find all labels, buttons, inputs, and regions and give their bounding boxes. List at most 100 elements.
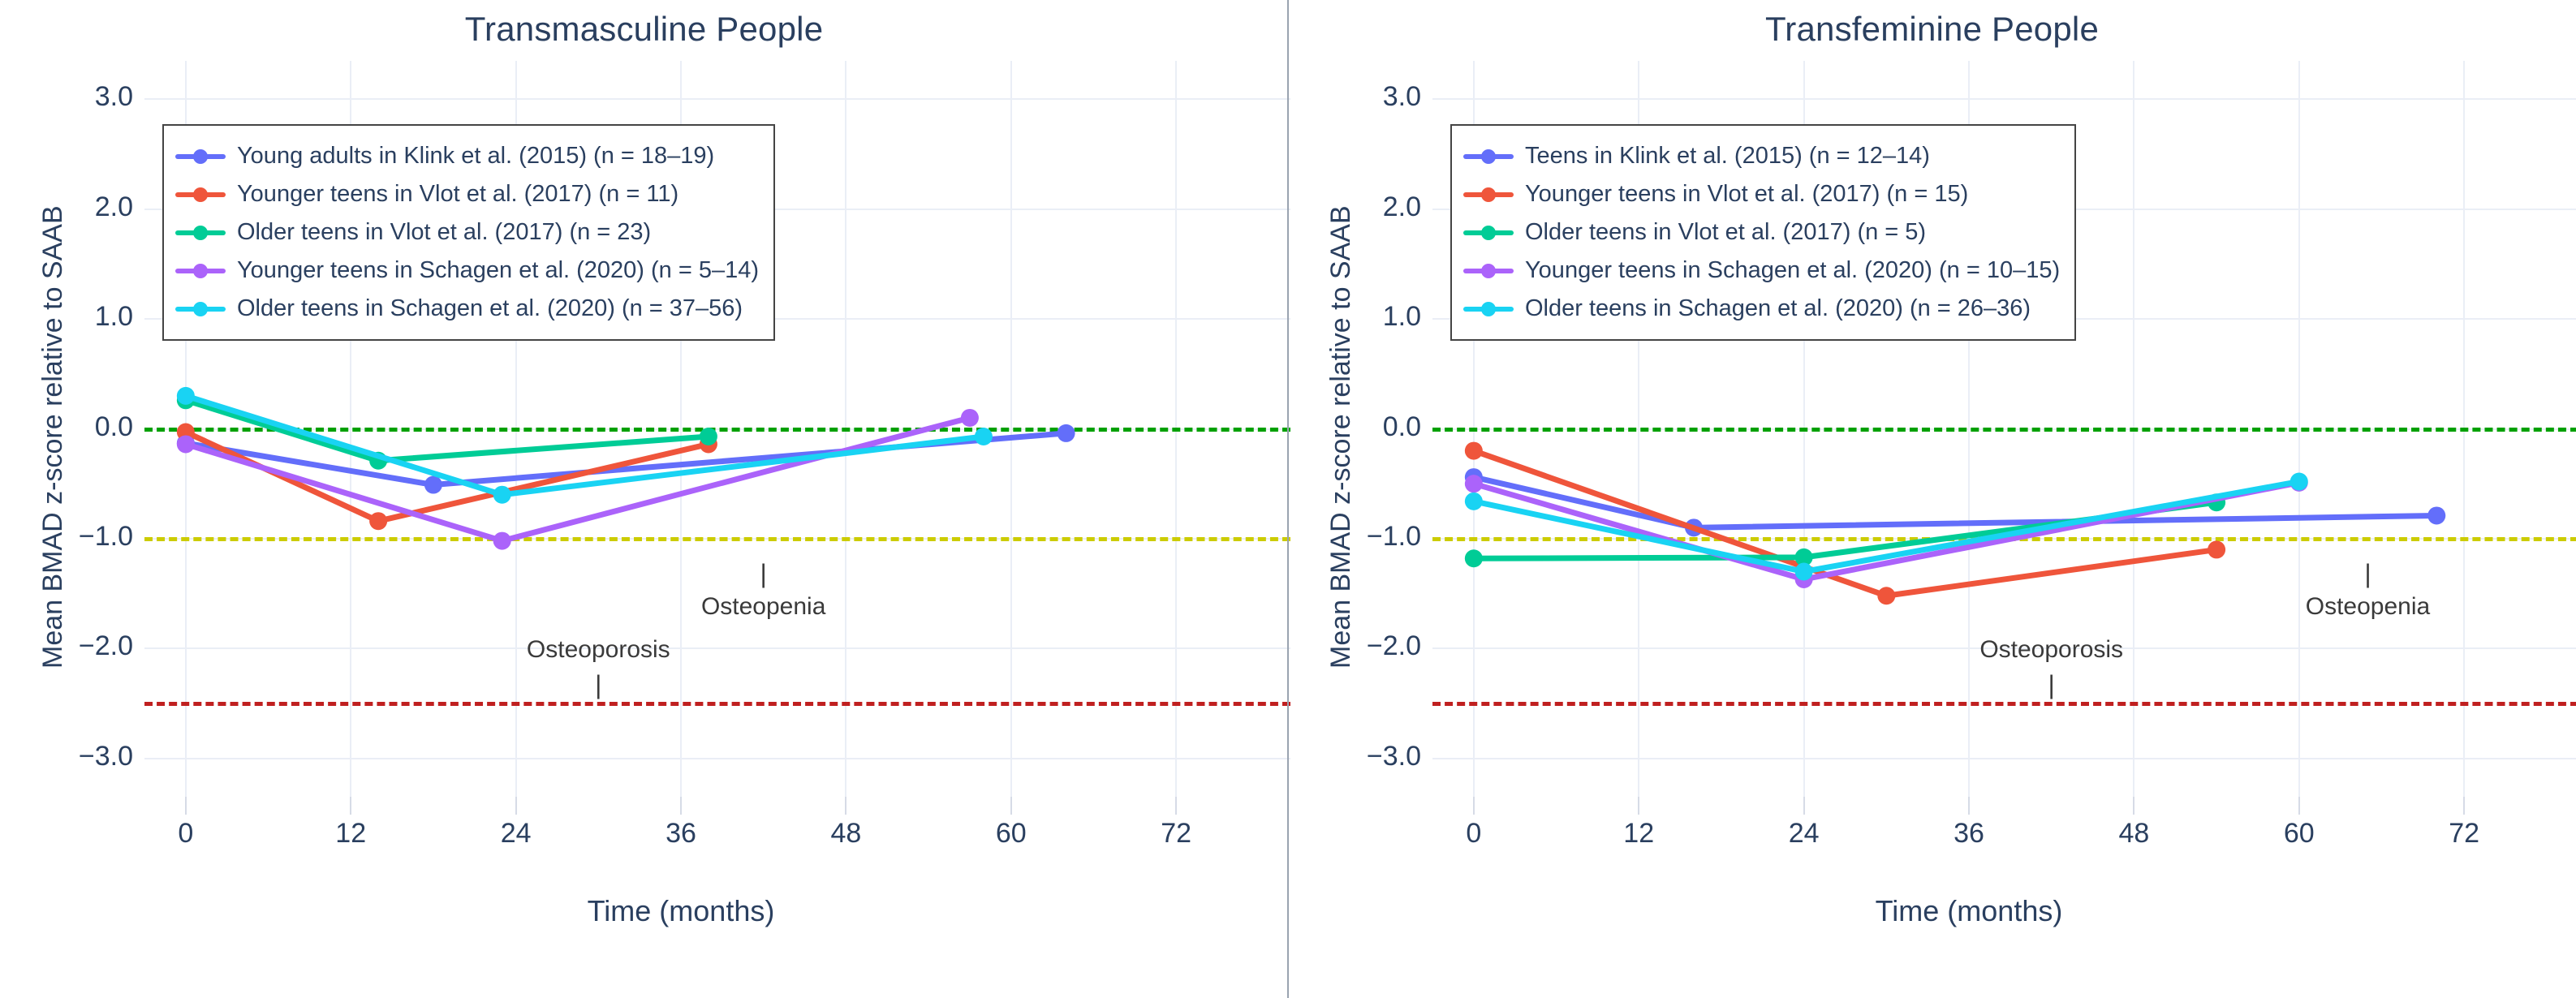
data-point[interactable] — [960, 408, 979, 427]
series-line[interactable] — [1464, 472, 2308, 581]
x-tickmark — [1175, 797, 1178, 815]
data-point[interactable] — [1464, 549, 1483, 568]
x-tick-label: 0 — [1466, 818, 1482, 849]
legend-swatch-icon — [1463, 261, 1514, 281]
chart-legend: Young adults in Klink et al. (2015) (n =… — [162, 124, 776, 341]
legend-item-label: Teens in Klink et al. (2015) (n = 12–14) — [1525, 143, 1930, 169]
x-tick-label: 72 — [2449, 818, 2480, 849]
legend-item-label: Older teens in Vlot et al. (2017) (n = 2… — [237, 219, 652, 245]
panel-divider — [1287, 0, 1289, 998]
y-tick-label: −2.0 — [1366, 630, 1421, 662]
legend-item-label: Younger teens in Schagen et al. (2020) (… — [237, 257, 760, 283]
x-tickmark — [845, 797, 847, 815]
data-point[interactable] — [1464, 492, 1483, 510]
x-tick-label: 48 — [2118, 818, 2150, 849]
x-tick-label: 72 — [1161, 818, 1192, 849]
y-tick-label: 3.0 — [1382, 81, 1421, 113]
data-point[interactable] — [1794, 548, 1813, 566]
data-point[interactable] — [2290, 472, 2308, 491]
data-point[interactable] — [176, 435, 195, 454]
legend-item[interactable]: Older teens in Schagen et al. (2020) (n … — [1463, 290, 2060, 328]
series-line[interactable] — [1464, 493, 2226, 568]
data-point[interactable] — [699, 427, 717, 445]
panel-title: Transfeminine People — [1765, 10, 2099, 48]
y-tick-label: 0.0 — [94, 411, 133, 442]
y-tick-label: 1.0 — [1382, 301, 1421, 333]
x-tick-label: 60 — [2283, 818, 2315, 849]
y-gridline — [144, 647, 1290, 650]
panel-transfeminine: Transfeminine People 3.0 2.0 1.0 0.0 −1.0 −2.… — [1288, 0, 2576, 998]
x-tickmark — [184, 797, 187, 815]
legend-item-label: Older teens in Schagen et al. (2020) (n … — [1525, 295, 2031, 321]
legend-swatch-icon — [1463, 223, 1514, 243]
legend-swatch-icon — [175, 261, 226, 281]
annotation-pointer: | — [2048, 670, 2055, 699]
reference-line — [144, 536, 1290, 541]
data-point[interactable] — [1464, 475, 1483, 493]
legend-item[interactable]: Younger teens in Vlot et al. (2017) (n =… — [1463, 175, 2060, 213]
data-point[interactable] — [424, 475, 442, 494]
series-line[interactable] — [1464, 441, 2226, 605]
y-tick-label: 2.0 — [1382, 191, 1421, 222]
y-tick-label: 2.0 — [94, 191, 133, 222]
data-point[interactable] — [2427, 506, 2446, 525]
x-tick-label: 48 — [830, 818, 862, 849]
x-tickmark — [1968, 797, 1970, 815]
x-tick-label: 24 — [500, 818, 532, 849]
x-tickmark — [2463, 797, 2466, 815]
legend-swatch-icon — [175, 147, 226, 166]
data-point[interactable] — [1794, 562, 1813, 581]
x-tickmark — [2298, 797, 2300, 815]
annotation-pointer: | — [2364, 558, 2371, 588]
legend-item-label: Older teens in Schagen et al. (2020) (n … — [237, 295, 743, 321]
data-point[interactable] — [369, 512, 388, 531]
series-line[interactable] — [176, 386, 993, 504]
legend-item[interactable]: Young adults in Klink et al. (2015) (n =… — [175, 137, 759, 175]
panel-title: Transmasculine People — [464, 10, 824, 48]
reference-line — [144, 701, 1290, 706]
y-gridline — [144, 757, 1290, 759]
legend-item[interactable]: Younger teens in Schagen et al. (2020) (… — [175, 252, 759, 290]
legend-swatch-icon — [175, 299, 226, 319]
y-tick-label: −1.0 — [1366, 520, 1421, 552]
y-tick-label: −1.0 — [78, 520, 133, 552]
x-tick-label: 60 — [995, 818, 1027, 849]
x-tick-label: 0 — [178, 818, 194, 849]
annotation-label: Osteoporosis — [1979, 636, 2124, 663]
reference-line — [144, 427, 1290, 432]
legend-item-label: Younger teens in Vlot et al. (2017) (n =… — [1525, 181, 1969, 207]
annotation-pointer: | — [595, 670, 602, 699]
panel-transmasculine: Transmasculine People 3.0 2.0 1.0 0.0 −1.0 −2… — [37, 10, 1290, 927]
y-tick-label: 1.0 — [94, 301, 133, 333]
y-tick-label: 0.0 — [1382, 411, 1421, 442]
x-axis-label: Time (months) — [587, 894, 775, 927]
data-point[interactable] — [2208, 540, 2226, 559]
legend-item[interactable]: Older teens in Schagen et al. (2020) (n … — [175, 290, 759, 328]
chart-legend: Teens in Klink et al. (2015) (n = 12–14)… — [1450, 124, 2077, 341]
data-point[interactable] — [1464, 441, 1483, 460]
x-axis-label: Time (months) — [1875, 894, 2063, 927]
series-layer — [176, 386, 1075, 550]
x-tickmark — [680, 797, 682, 815]
annotation-label: Osteopenia — [700, 592, 826, 620]
legend-item-label: Older teens in Vlot et al. (2017) (n = 5… — [1525, 219, 1927, 245]
data-point[interactable] — [493, 531, 511, 550]
legend-item[interactable]: Younger teens in Schagen et al. (2020) (… — [1463, 252, 2060, 290]
y-gridline — [1432, 98, 2576, 101]
data-point[interactable] — [1877, 587, 1896, 605]
legend-item[interactable]: Older teens in Vlot et al. (2017) (n = 2… — [175, 213, 759, 252]
legend-item[interactable]: Younger teens in Vlot et al. (2017) (n =… — [175, 175, 759, 213]
legend-item[interactable]: Older teens in Vlot et al. (2017) (n = 5… — [1463, 213, 2060, 252]
x-tickmark — [515, 797, 517, 815]
series-layer — [1464, 441, 2446, 605]
data-point[interactable] — [176, 386, 195, 405]
data-point[interactable] — [1057, 424, 1075, 442]
y-tick-label: −2.0 — [78, 630, 133, 662]
y-gridline — [1432, 757, 2576, 759]
x-tick-label: 12 — [1623, 818, 1655, 849]
y-gridline — [144, 98, 1290, 101]
data-point[interactable] — [493, 485, 511, 504]
data-point[interactable] — [974, 427, 993, 445]
x-tickmark — [2133, 797, 2135, 815]
legend-item[interactable]: Teens in Klink et al. (2015) (n = 12–14) — [1463, 137, 2060, 175]
